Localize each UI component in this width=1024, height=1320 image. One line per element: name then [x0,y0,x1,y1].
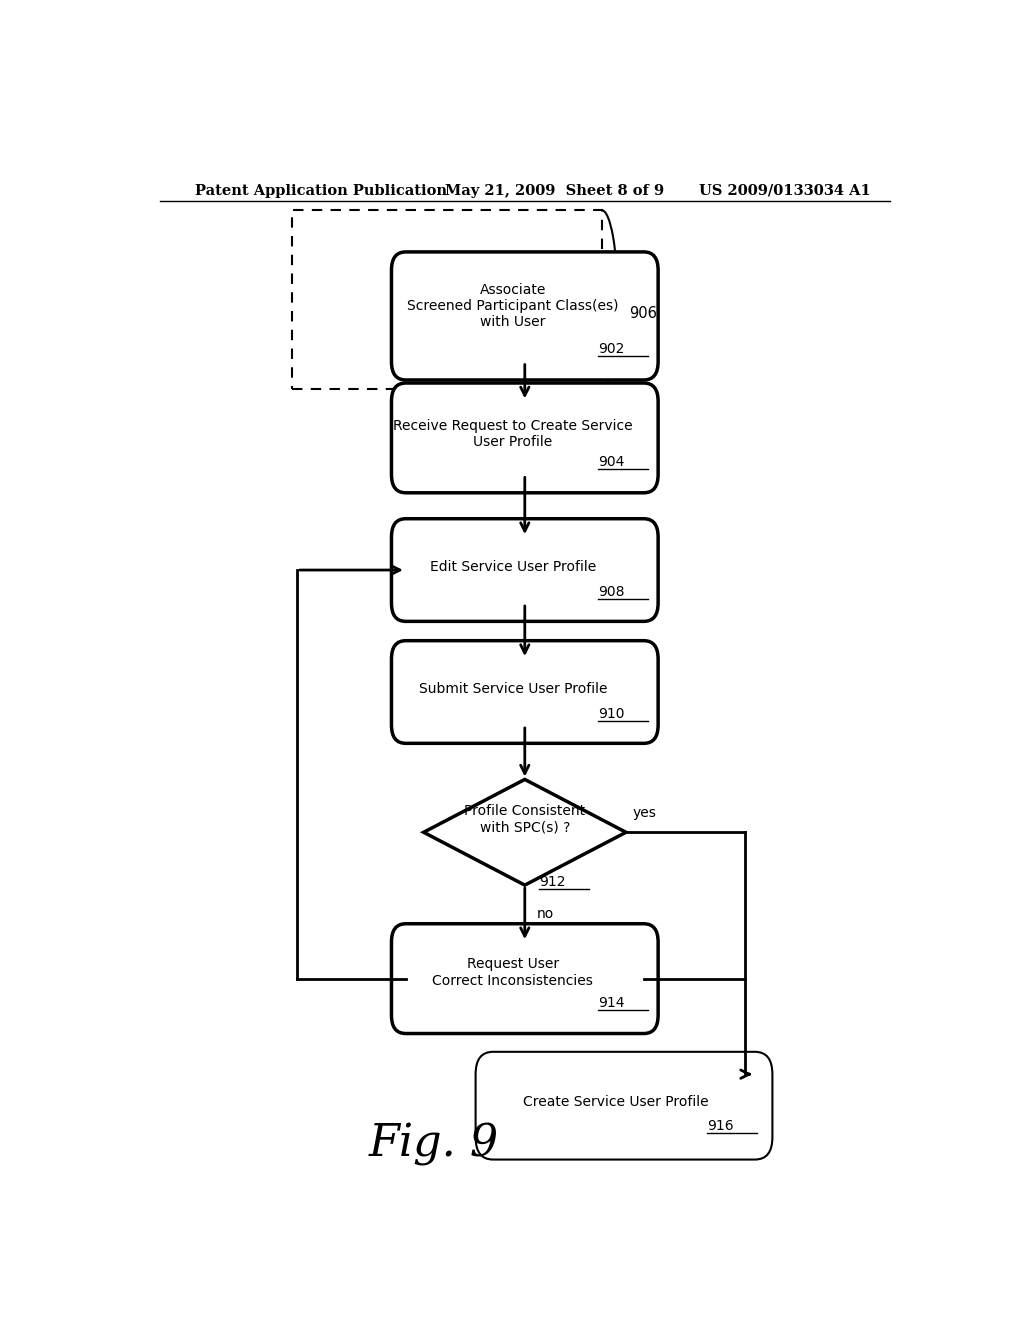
FancyBboxPatch shape [391,252,658,380]
Text: Associate
Screened Participant Class(es)
with User: Associate Screened Participant Class(es)… [408,282,618,329]
Text: Edit Service User Profile: Edit Service User Profile [430,560,596,574]
Text: 914: 914 [598,997,625,1010]
FancyBboxPatch shape [391,640,658,743]
Text: 908: 908 [598,585,625,599]
Text: 902: 902 [598,342,625,355]
Text: no: no [537,907,554,920]
Text: Patent Application Publication: Patent Application Publication [196,183,447,198]
Text: 912: 912 [539,875,565,890]
Text: Profile Consistent
with SPC(s) ?: Profile Consistent with SPC(s) ? [464,804,586,834]
FancyBboxPatch shape [391,924,658,1034]
Text: US 2009/0133034 A1: US 2009/0133034 A1 [699,183,871,198]
FancyBboxPatch shape [391,383,658,492]
Text: yes: yes [633,807,656,820]
Text: 904: 904 [598,455,625,470]
Text: Request User
Correct Inconsistencies: Request User Correct Inconsistencies [432,957,593,987]
Text: May 21, 2009  Sheet 8 of 9: May 21, 2009 Sheet 8 of 9 [445,183,665,198]
Text: 916: 916 [708,1119,734,1133]
Text: 910: 910 [598,708,625,721]
Text: Submit Service User Profile: Submit Service User Profile [419,682,607,696]
Text: 906: 906 [630,306,657,322]
Polygon shape [424,779,626,886]
FancyBboxPatch shape [391,519,658,622]
Text: Fig. 9: Fig. 9 [369,1123,499,1166]
FancyBboxPatch shape [475,1052,772,1159]
Text: Create Service User Profile: Create Service User Profile [523,1094,709,1109]
Text: Receive Request to Create Service
User Profile: Receive Request to Create Service User P… [393,418,633,449]
Bar [292,210,602,389]
